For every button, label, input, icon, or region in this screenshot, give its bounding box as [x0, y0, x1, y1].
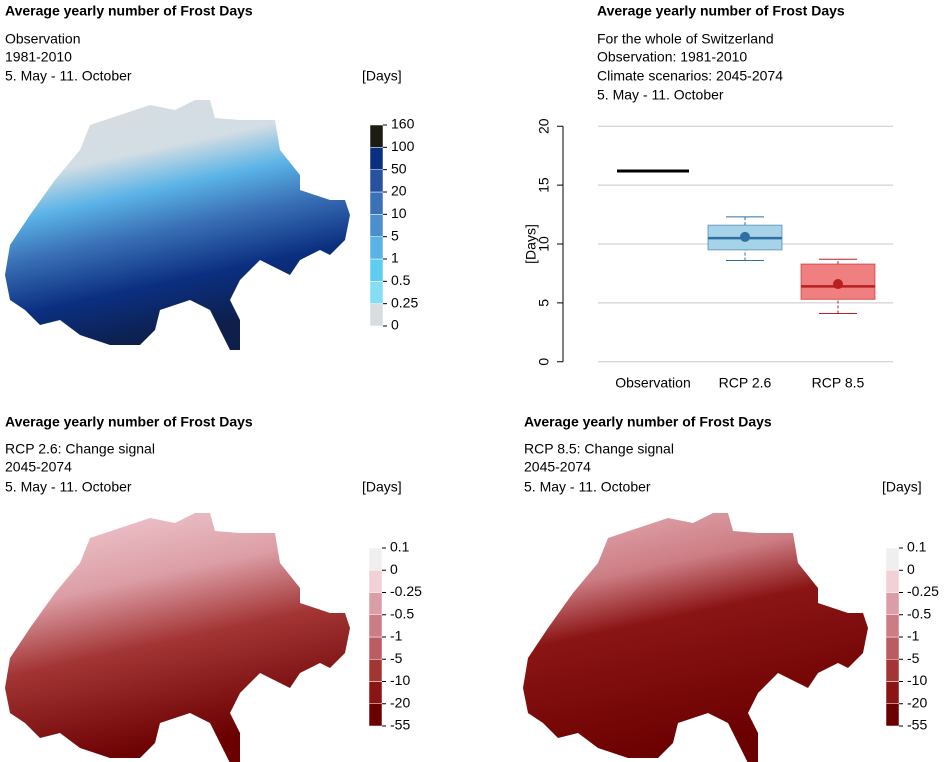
legend-swatch — [886, 637, 899, 659]
legend-label: -0.25 — [390, 583, 422, 599]
x-tick-label: RCP 2.6 — [719, 375, 772, 391]
panel-subtitle: Observation — [5, 31, 80, 47]
legend-swatch — [369, 682, 382, 704]
panel-subtitle: RCP 8.5: Change signal — [524, 441, 674, 457]
legend-swatch — [886, 615, 899, 637]
panel-title: Average yearly number of Frost Days — [5, 3, 253, 19]
legend-label: 0.1 — [390, 539, 410, 555]
panel-subtitle: 5. May - 11. October — [5, 479, 132, 495]
legend-swatch — [370, 147, 383, 169]
y-tick-label: 0 — [536, 358, 552, 366]
legend-label: 0.25 — [391, 294, 418, 310]
legend-swatch — [369, 570, 382, 592]
legend-swatch — [886, 593, 899, 615]
map — [523, 513, 868, 762]
legend-swatch — [370, 281, 383, 303]
legend-swatch — [370, 304, 383, 326]
legend-swatch — [369, 704, 382, 726]
legend-label: 0 — [390, 561, 398, 577]
legend-swatch — [886, 659, 899, 681]
legend-swatch — [369, 637, 382, 659]
map — [5, 513, 350, 762]
legend-swatch — [369, 548, 382, 570]
y-tick-label: 5 — [536, 299, 552, 307]
legend-label: -0.25 — [907, 583, 939, 599]
legend-label: -5 — [907, 650, 920, 666]
panel-subtitle: 5. May - 11. October — [597, 87, 724, 103]
panel-subtitle: Observation: 1981-2010 — [597, 49, 747, 65]
legend-label: 160 — [391, 116, 415, 132]
legend-label: 50 — [391, 160, 407, 176]
unit-label: [Days] — [362, 479, 402, 495]
legend-label: -5 — [390, 650, 403, 666]
mean — [833, 279, 843, 289]
legend-swatch — [886, 548, 899, 570]
legend-label: -10 — [390, 672, 410, 688]
legend-swatch — [370, 214, 383, 236]
legend-swatch — [369, 593, 382, 615]
legend-label: 0 — [391, 317, 399, 333]
unit-label: [Days] — [362, 68, 402, 84]
legend-swatch — [369, 659, 382, 681]
panel-title: Average yearly number of Frost Days — [524, 414, 772, 430]
unit-label: [Days] — [882, 479, 922, 495]
legend-label: -55 — [907, 717, 927, 733]
panel-title: Average yearly number of Frost Days — [5, 414, 253, 430]
legend-label: 1 — [391, 250, 399, 266]
legend-swatch — [370, 125, 383, 147]
legend-swatch — [886, 682, 899, 704]
panel-subtitle: 5. May - 11. October — [5, 68, 132, 84]
legend-label: -20 — [907, 694, 927, 710]
legend-swatch — [370, 192, 383, 214]
y-axis-label: [Days] — [523, 224, 539, 264]
mean — [740, 232, 750, 242]
panel-subtitle: Climate scenarios: 2045-2074 — [597, 68, 783, 84]
legend-swatch — [370, 170, 383, 192]
legend-label: -20 — [390, 694, 410, 710]
legend-label: -10 — [907, 672, 927, 688]
legend-swatch — [369, 615, 382, 637]
figure: Average yearly number of Frost Days Obser… — [0, 0, 947, 762]
y-tick-label: 15 — [536, 177, 552, 193]
panel-title: Average yearly number of Frost Days — [597, 3, 845, 19]
legend-swatch — [370, 237, 383, 259]
panel-subtitle: 5. May - 11. October — [524, 479, 651, 495]
panel-subtitle: For the whole of Switzerland — [597, 31, 774, 47]
legend-swatch — [370, 259, 383, 281]
panel-subtitle: 2045-2074 — [524, 459, 591, 475]
legend-label: 0.5 — [391, 272, 411, 288]
x-tick-label: Observation — [615, 375, 690, 391]
map — [5, 100, 350, 350]
legend-label: -55 — [390, 717, 410, 733]
legend-label: 20 — [391, 183, 407, 199]
legend-label: -1 — [390, 628, 403, 644]
panel-subtitle: RCP 2.6: Change signal — [5, 441, 155, 457]
legend-label: 0 — [907, 561, 915, 577]
x-tick-label: RCP 8.5 — [812, 375, 865, 391]
legend-label: -0.5 — [390, 605, 414, 621]
y-tick-label: 20 — [536, 118, 552, 134]
legend-label: 0.1 — [907, 539, 927, 555]
legend-label: 10 — [391, 205, 407, 221]
legend-label: 5 — [391, 227, 399, 243]
legend-label: 100 — [391, 138, 415, 154]
legend-label: -1 — [907, 628, 920, 644]
panel-subtitle: 1981-2010 — [5, 49, 72, 65]
panel-subtitle: 2045-2074 — [5, 459, 72, 475]
legend-label: -0.5 — [907, 605, 931, 621]
legend-swatch — [886, 704, 899, 726]
legend-swatch — [886, 570, 899, 592]
